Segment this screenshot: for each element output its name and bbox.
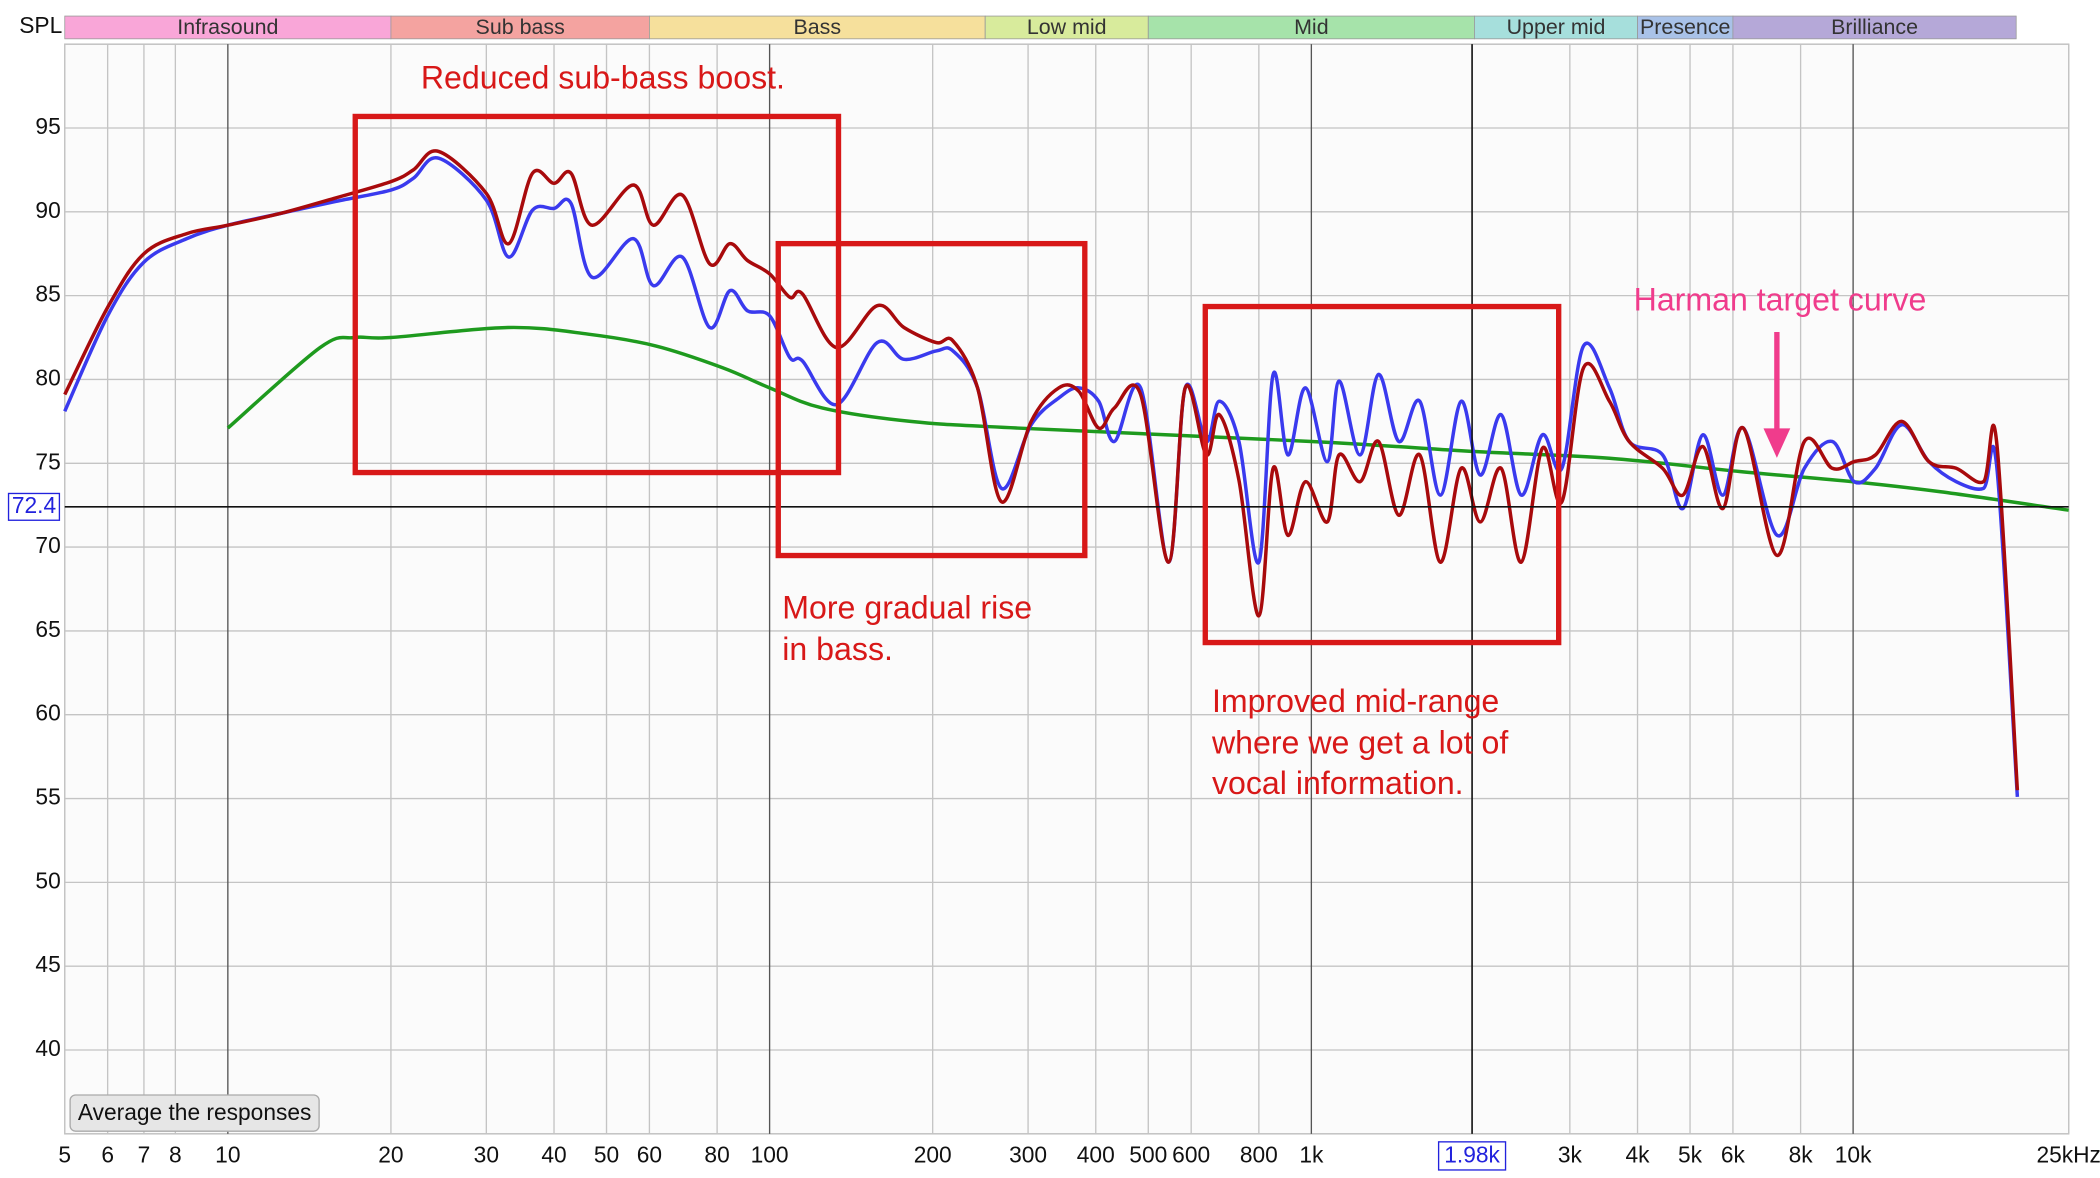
annotation: Harman target curve	[1634, 282, 1927, 318]
x-tick-label: 500	[1129, 1142, 1167, 1168]
y-tick-label: 40	[35, 1035, 60, 1061]
x-tick-label: 300	[1009, 1142, 1047, 1168]
annotation-box	[352, 113, 842, 476]
y-tick-label: 95	[35, 113, 60, 139]
x-tick-label: 6k	[1721, 1142, 1746, 1168]
annotation: in bass.	[782, 631, 893, 667]
y-axis-label: SPL	[19, 12, 62, 38]
y-tick-label: 50	[35, 867, 60, 893]
band-label: Low mid	[1027, 15, 1107, 39]
x-tick-label: 400	[1077, 1142, 1115, 1168]
annotation-arrowhead	[1763, 428, 1791, 458]
x-tick-label: 25kHz	[2036, 1142, 2100, 1168]
y-tick-label: 75	[35, 448, 60, 474]
annotation: vocal information.	[1212, 765, 1464, 801]
annotation: Reduced sub-bass boost.	[421, 59, 785, 95]
band-label: Brilliance	[1831, 15, 1918, 39]
x-tick-label: 7	[138, 1142, 151, 1168]
y-tick-label: 45	[35, 951, 60, 977]
band-label: Mid	[1294, 15, 1329, 39]
x-tick-label: 100	[751, 1142, 789, 1168]
x-tick-label: 60	[637, 1142, 662, 1168]
series-line	[226, 325, 2069, 512]
annotation: where we get a lot of	[1211, 725, 1508, 761]
y-tick-label: 85	[35, 281, 60, 307]
x-tick-label: 40	[541, 1142, 566, 1168]
x-tick-label: 30	[474, 1142, 499, 1168]
series	[63, 149, 2069, 797]
y-tick-label: 60	[35, 700, 60, 726]
x-tick-label: 10	[215, 1142, 240, 1168]
plot-area	[64, 43, 2070, 1135]
cursor-label-box	[1437, 1141, 1507, 1171]
band-bar: Infrasound Sub bass Bass Low mid Mid Upper mi…	[64, 15, 2017, 40]
band	[1732, 15, 2017, 40]
x-tick-label: 5k	[1678, 1142, 1703, 1168]
cursor: 72.4 1.98k	[7, 44, 2069, 1171]
series-line	[63, 156, 2020, 797]
band-label: Bass	[794, 15, 842, 39]
band-label: Presence	[1640, 15, 1730, 39]
series-line	[63, 149, 2020, 791]
x-tick-label: 80	[704, 1142, 729, 1168]
y-tick-label: 55	[35, 784, 60, 810]
x-tick-label: 8k	[1789, 1142, 1814, 1168]
x-tick-label: 200	[914, 1142, 952, 1168]
x-tick-label: 600	[1172, 1142, 1210, 1168]
grid: 40 45 50 55 60 65 70 75 80 85 90 95 5 6 7 8 10 20 30 40 50 60…	[35, 44, 2100, 1168]
annotation-box	[1202, 303, 1562, 646]
cursor-y-label: 72.4	[12, 492, 56, 518]
annotation: More gradual rise	[782, 589, 1032, 625]
x-tick-label: 4k	[1626, 1142, 1651, 1168]
x-tick-label: 1k	[1299, 1142, 1324, 1168]
button-label[interactable]: Average the responses	[78, 1099, 312, 1125]
cursor-x-label: 1.98k	[1444, 1142, 1500, 1168]
y-tick-label: 65	[35, 616, 60, 642]
cursor-label-box	[7, 492, 61, 521]
y-tick-label: 70	[35, 532, 60, 558]
y-tick-label: 90	[35, 197, 60, 223]
x-tick-label: 5	[58, 1142, 71, 1168]
x-tick-label: 3k	[1558, 1142, 1583, 1168]
band-label: Infrasound	[177, 15, 278, 39]
annotation-box	[775, 240, 1088, 559]
x-tick-label: 10k	[1835, 1142, 1872, 1168]
x-tick-label: 8	[169, 1142, 182, 1168]
x-tick-label: 800	[1240, 1142, 1278, 1168]
annotation: Improved mid-range	[1212, 683, 1499, 719]
band-label: Upper mid	[1507, 15, 1606, 39]
y-tick-label: 80	[35, 364, 60, 390]
button-frame[interactable]	[69, 1094, 320, 1132]
band-label: Sub bass	[476, 15, 565, 39]
x-tick-label: 50	[594, 1142, 619, 1168]
x-tick-label: 6	[101, 1142, 114, 1168]
button[interactable]: Average the responses	[69, 1094, 320, 1132]
x-tick-label: 20	[378, 1142, 403, 1168]
